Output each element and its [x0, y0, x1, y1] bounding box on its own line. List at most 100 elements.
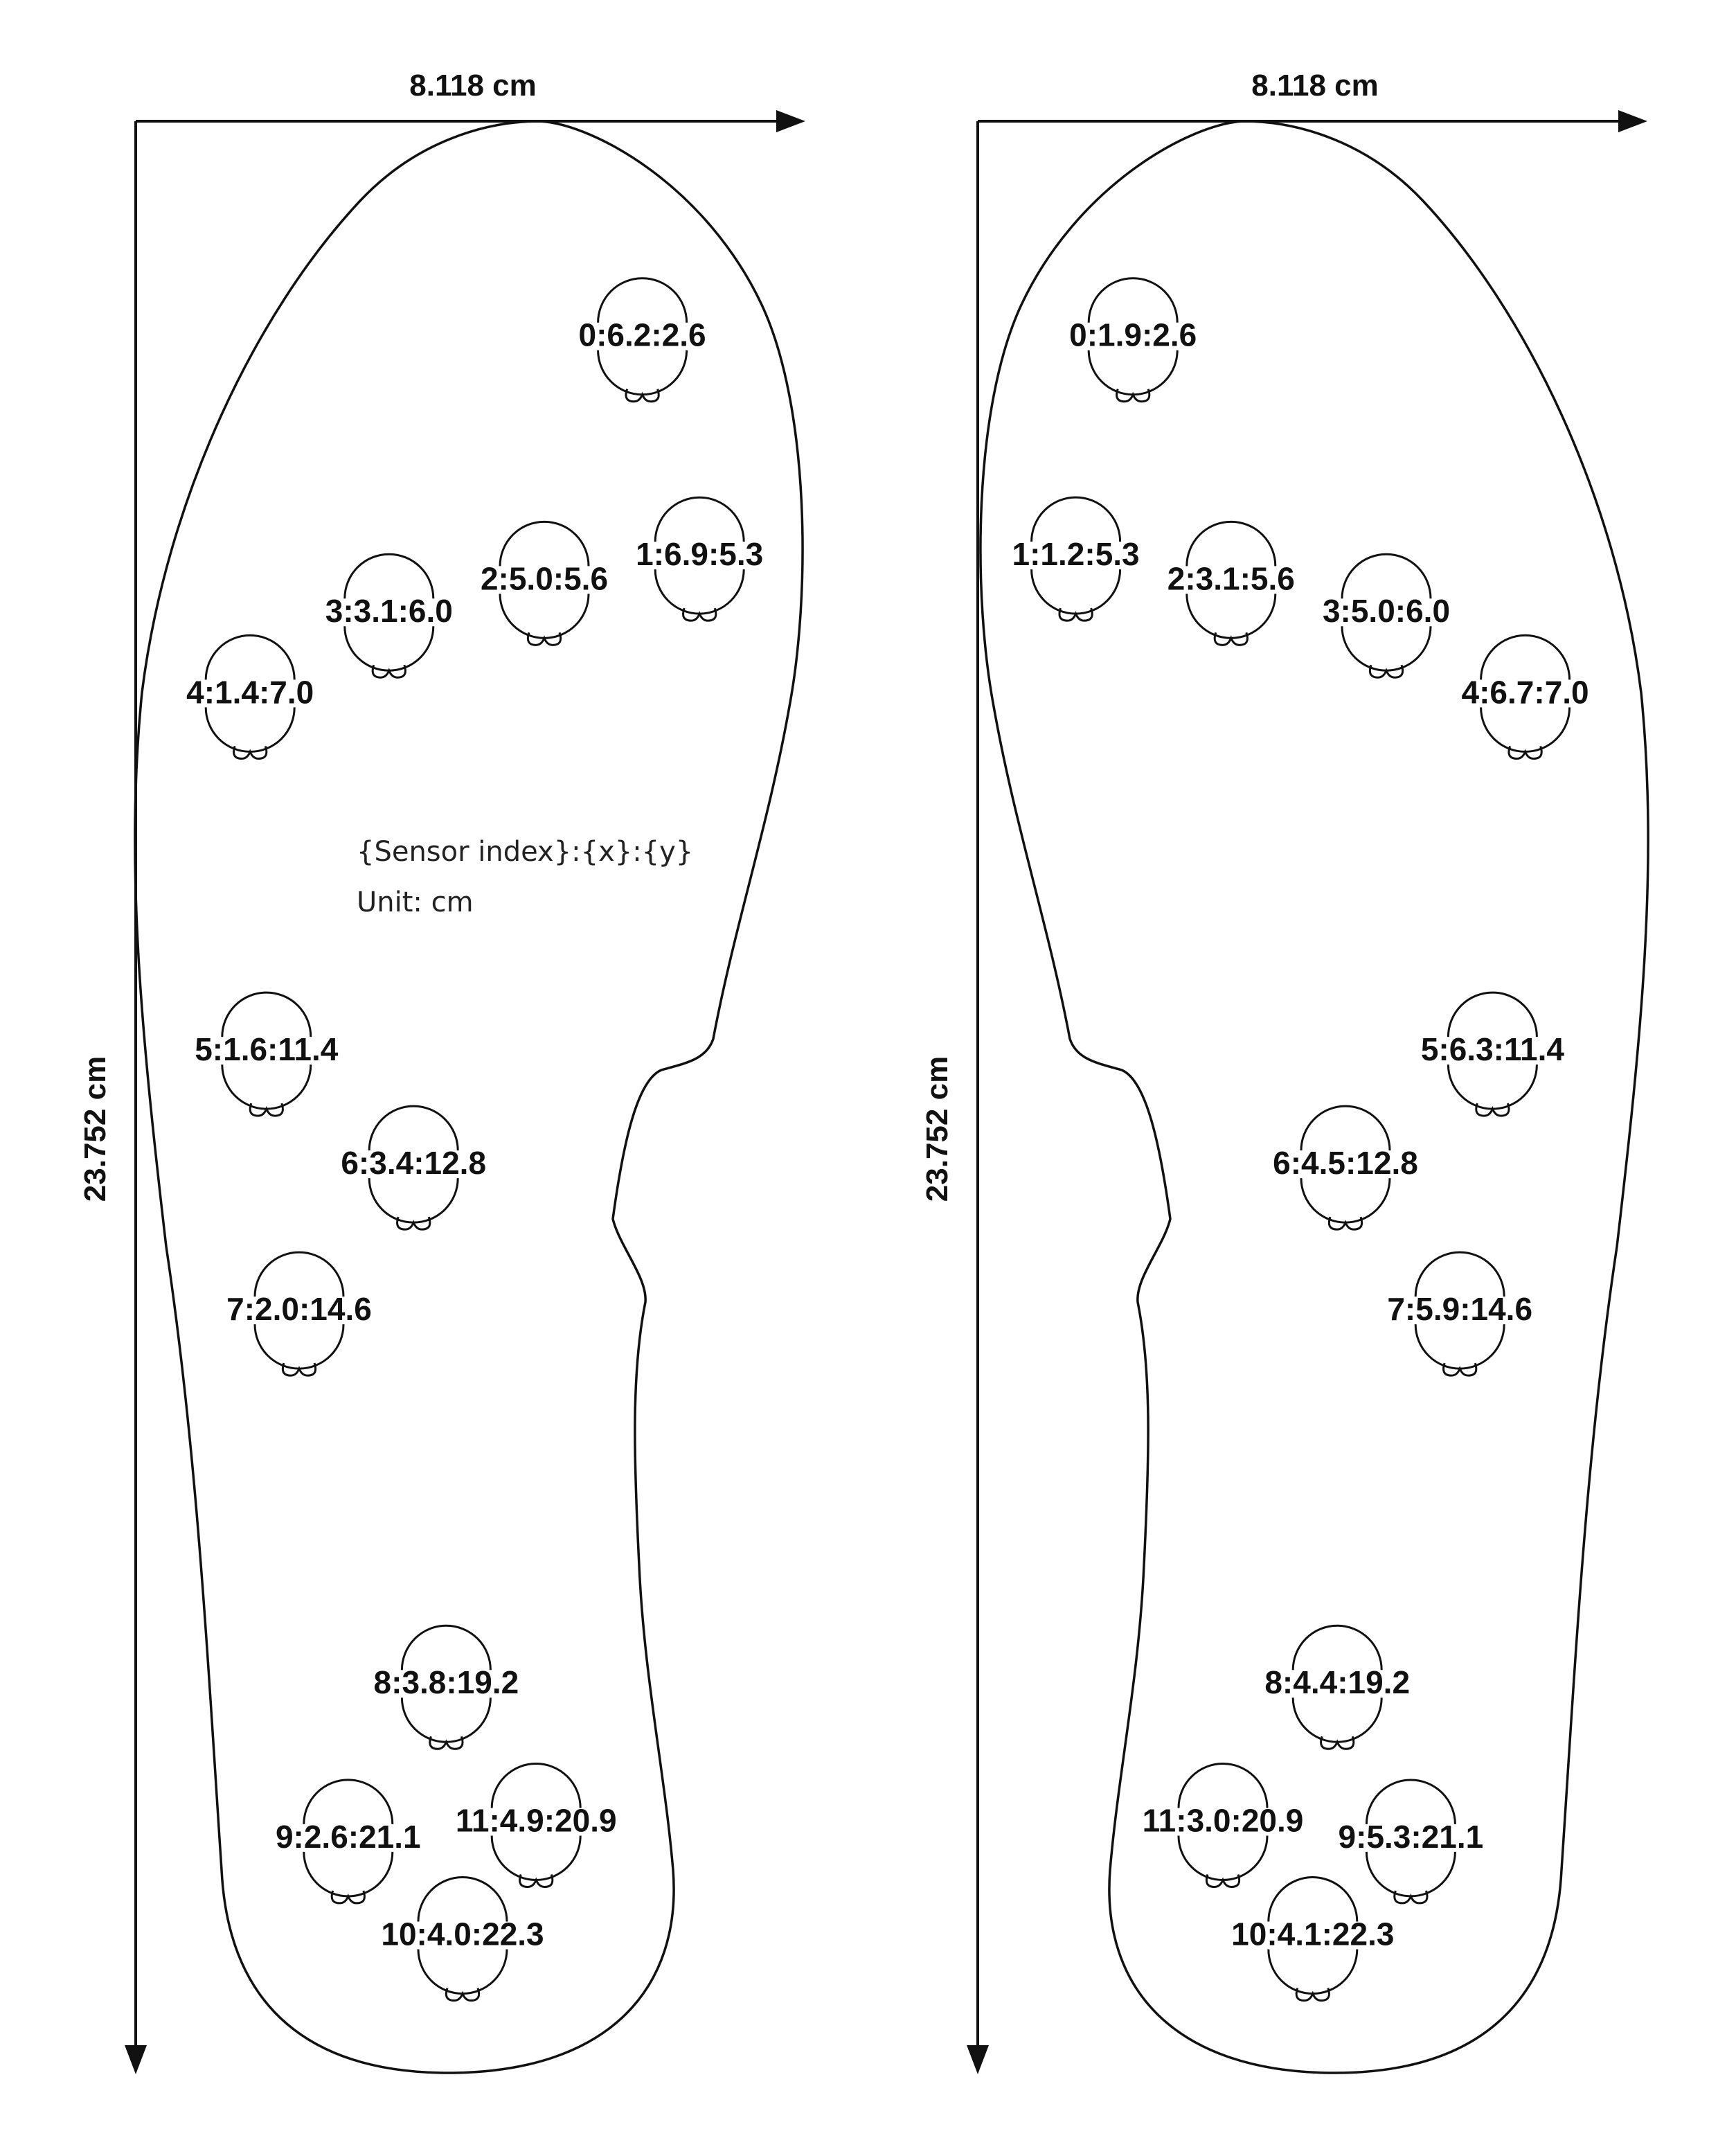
sensor-outline-bottom [1030, 569, 1122, 615]
sensor-outline-top [1291, 1624, 1383, 1671]
legend: {Sensor index}:{x}:{y} Unit: cm [357, 836, 693, 918]
sensor-cable-tab [1327, 1216, 1363, 1231]
sensor-label: 3:3.1:6.0 [325, 593, 453, 629]
left-width-arrowhead [776, 110, 805, 132]
sensor-outline-top [654, 496, 745, 542]
sensor-label: 5:6.3:11.4 [1421, 1031, 1565, 1067]
right-width-arrowhead [1618, 110, 1647, 132]
sensor-label: 0:6.2:2.6 [579, 317, 706, 353]
sensor-label: 1:6.9:5.3 [636, 536, 763, 572]
sensor-label: 8:3.8:19.2 [374, 1664, 519, 1700]
sensor-cable-tab [1205, 1874, 1241, 1888]
right-height-label: 23.752 cm [920, 1056, 954, 1202]
sensor-outline-top [204, 634, 296, 680]
sensor-outline-top [490, 1763, 582, 1808]
sensor-marker: 7:5.9:14.6 [1387, 1251, 1532, 1377]
sensor-label: 6:4.5:12.8 [1273, 1145, 1418, 1181]
sensor-outline-bottom [654, 569, 745, 615]
sensor-outline-top [253, 1251, 345, 1297]
sensor-marker: 8:4.4:19.2 [1264, 1624, 1410, 1750]
sensor-marker: 11:4.9:20.9 [456, 1763, 617, 1888]
right-insole-outline [979, 120, 1649, 2074]
right-insole: 8.118 cm 23.752 cm [920, 69, 1649, 2074]
sensor-cable-tab [429, 1736, 464, 1750]
sensor-marker: 6:4.5:12.8 [1273, 1105, 1418, 1231]
sensor-outline-top [1414, 1251, 1505, 1297]
sensor-outline-bottom [1300, 1178, 1391, 1224]
left-insole: 8.118 cm 23.752 cm [78, 69, 805, 2074]
sensor-cable-tab [281, 1362, 317, 1377]
sensor-outline-bottom [1177, 1835, 1269, 1881]
sensor-marker: 0:6.2:2.6 [579, 277, 706, 403]
sensor-label: 5:1.6:11.4 [195, 1031, 339, 1067]
sensor-label: 4:6.7:7.0 [1462, 674, 1589, 710]
sensor-marker: 4:6.7:7.0 [1462, 634, 1589, 760]
sensor-outline-top [1447, 991, 1538, 1037]
sensor-marker: 10:4.0:22.3 [381, 1876, 544, 2002]
sensor-marker: 7:2.0:14.6 [226, 1251, 372, 1377]
sensor-cable-tab [249, 1103, 284, 1117]
sensor-cable-tab [1475, 1103, 1510, 1117]
sensor-marker: 0:1.9:2.6 [1069, 277, 1197, 403]
sensor-outline-bottom [597, 350, 688, 396]
sensor-outline-top [1267, 1876, 1359, 1922]
sensor-outline-top [1030, 496, 1122, 542]
sensor-cable-tab [519, 1874, 554, 1888]
sensor-outline-bottom [1267, 1949, 1359, 1995]
sensor-outline-bottom [221, 1064, 312, 1110]
sensor-cable-tab [445, 1988, 481, 2002]
sensor-outline-bottom [400, 1698, 492, 1743]
sensor-label: 3:5.0:6.0 [1323, 593, 1450, 629]
sensor-marker: 8:3.8:19.2 [374, 1624, 519, 1750]
sensor-outline-top [1365, 1779, 1456, 1824]
sensor-marker: 2:3.1:5.6 [1167, 520, 1295, 646]
sensor-outline-top [368, 1105, 459, 1151]
sensor-outline-bottom [1447, 1064, 1538, 1110]
sensor-outline-bottom [490, 1835, 582, 1881]
sensor-outline-bottom [204, 707, 296, 753]
left-width-label: 8.118 cm [409, 69, 537, 103]
sensor-outline-top [1185, 520, 1277, 567]
sensor-label: 10:4.0:22.3 [381, 1916, 544, 1952]
sensor-outline-top [303, 1779, 394, 1824]
sensor-label: 2:5.0:5.6 [481, 560, 608, 596]
sensor-cable-tab [396, 1216, 431, 1231]
sensor-outline-top [499, 520, 590, 567]
legend-format: {Sensor index}:{x}:{y} [357, 836, 693, 868]
right-height-arrowhead [967, 2045, 989, 2074]
sensor-cable-tab [526, 632, 562, 646]
sensor-outline-bottom [1185, 594, 1277, 639]
sensor-label: 0:1.9:2.6 [1069, 317, 1197, 353]
sensor-cable-tab [233, 745, 268, 760]
sensor-outline-bottom [1414, 1324, 1505, 1370]
sensor-marker: 10:4.1:22.3 [1231, 1876, 1394, 2002]
sensor-outline-top [1300, 1105, 1391, 1151]
sensor-marker: 9:5.3:21.1 [1339, 1779, 1484, 1905]
legend-unit: Unit: cm [357, 887, 474, 918]
sensor-outline-bottom [368, 1178, 459, 1224]
sensor-outline-bottom [1087, 350, 1179, 396]
sensor-marker: 4:1.4:7.0 [186, 634, 314, 760]
left-height-label: 23.752 cm [78, 1056, 112, 1202]
sensor-outline-top [1177, 1763, 1269, 1808]
sensor-label: 2:3.1:5.6 [1167, 560, 1295, 596]
right-width-label: 8.118 cm [1251, 69, 1379, 103]
sensor-label: 8:4.4:19.2 [1264, 1664, 1410, 1700]
sensor-outline-top [221, 991, 312, 1037]
sensor-label: 10:4.1:22.3 [1231, 1916, 1394, 1952]
sensor-label: 11:3.0:20.9 [1143, 1802, 1304, 1838]
sensor-label: 6:3.4:12.8 [341, 1145, 486, 1181]
sensor-marker: 2:5.0:5.6 [481, 520, 608, 646]
sensor-cable-tab [1295, 1988, 1330, 2002]
sensor-cable-tab [330, 1890, 366, 1905]
sensor-label: 7:2.0:14.6 [226, 1291, 372, 1327]
sensor-label: 9:5.3:21.1 [1339, 1819, 1484, 1855]
sensor-label: 9:2.6:21.1 [276, 1819, 421, 1855]
left-insole-outline [134, 120, 804, 2074]
sensor-marker: 5:6.3:11.4 [1421, 991, 1565, 1117]
sensor-label: 11:4.9:20.9 [456, 1802, 617, 1838]
sensor-marker: 1:6.9:5.3 [636, 496, 763, 622]
sensor-cable-tab [1116, 389, 1151, 403]
